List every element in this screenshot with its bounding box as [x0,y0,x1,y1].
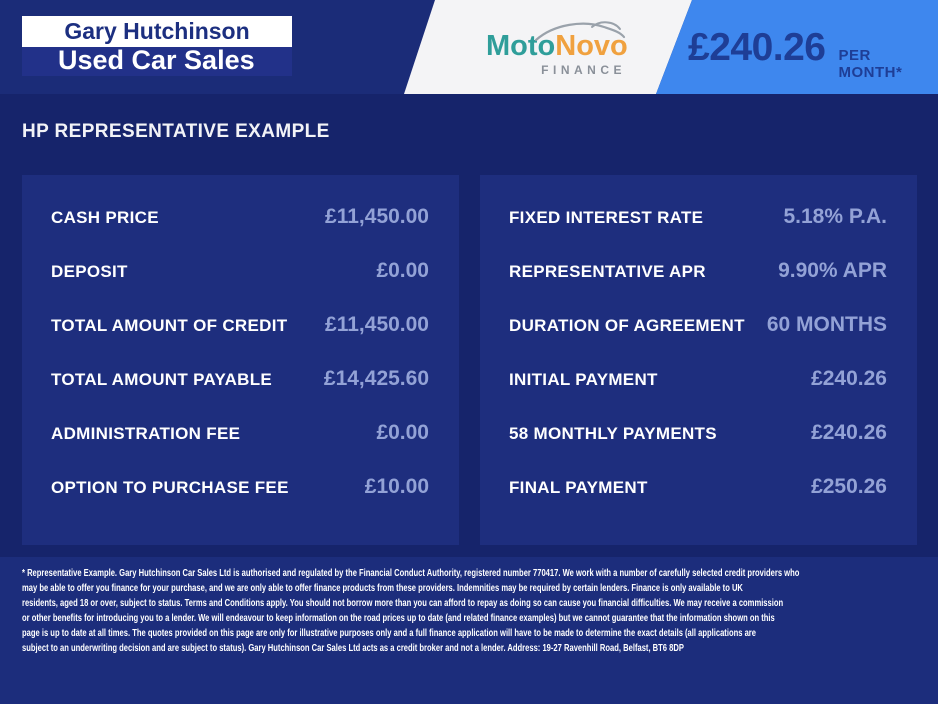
finance-row-label: TOTAL AMOUNT PAYABLE [51,370,273,389]
finance-row: DEPOSIT £0.00 [51,259,429,283]
finance-panel-right: FIXED INTEREST RATE 5.18% P.A. REPRESENT… [480,175,917,545]
finance-row-label: DEPOSIT [51,262,128,281]
finance-row-value: £250.26 [811,475,887,498]
finance-row-value: £11,450.00 [325,313,429,336]
motonovo-finance-label: FINANCE [541,63,626,77]
finance-row: INITIAL PAYMENT £240.26 [509,367,887,391]
finance-row-value: £0.00 [376,259,429,282]
motonovo-wordmark: MotoNovo [486,30,636,62]
page-title: HP REPRESENTATIVE EXAMPLE [22,121,330,142]
finance-row: FIXED INTEREST RATE 5.18% P.A. [509,205,887,229]
car-swoosh-icon [534,18,628,49]
monthly-price-amount: £240.26 [688,26,826,69]
header-banner: Gary Hutchinson Used Car Sales MotoNovo … [0,0,938,94]
finance-row-label: FINAL PAYMENT [509,478,648,497]
finance-row: ADMINISTRATION FEE £0.00 [51,421,429,445]
finance-row-label: CASH PRICE [51,208,159,227]
legal-fine-print: * Representative Example. Gary Hutchinso… [22,566,938,656]
finance-row-label: ADMINISTRATION FEE [51,424,241,443]
finance-row-value: £11,450.00 [325,205,429,228]
motonovo-finance-logo: MotoNovo FINANCE [486,20,636,77]
finance-row: DURATION OF AGREEMENT 60 MONTHS [509,313,887,337]
monthly-price-banner: £240.26 PER MONTH* [688,26,938,81]
finance-row-value: 9.90% APR [778,259,887,282]
finance-row: REPRESENTATIVE APR 9.90% APR [509,259,887,283]
finance-row: CASH PRICE £11,450.00 [51,205,429,229]
finance-row-label: DURATION OF AGREEMENT [509,316,745,335]
fine-print-line: page is up to date at all times. The quo… [22,628,756,639]
finance-panel-left: CASH PRICE £11,450.00 DEPOSIT £0.00 TOTA… [22,175,459,545]
monthly-price-suffix: PER MONTH* [838,47,903,81]
fine-print-line: subject to an underwriting decision and … [22,643,684,654]
fine-print-line: residents, aged 18 or over, subject to s… [22,598,784,609]
dealer-logo-line1: Gary Hutchinson [22,16,292,47]
dealer-logo-line2: Used Car Sales [22,47,292,76]
footer: * Representative Example. Gary Hutchinso… [0,557,938,704]
fine-print-line: * Representative Example. Gary Hutchinso… [22,568,800,579]
header-white-diagonal [404,0,692,94]
finance-row: TOTAL AMOUNT OF CREDIT £11,450.00 [51,313,429,337]
motonovo-novo: Novo [555,30,628,62]
finance-row: TOTAL AMOUNT PAYABLE £14,425.60 [51,367,429,391]
finance-row-label: OPTION TO PURCHASE FEE [51,478,289,497]
header-blue-diagonal [656,0,938,94]
finance-row-label: REPRESENTATIVE APR [509,262,706,281]
fine-print-line: or other benefits for introducing you to… [22,613,775,624]
finance-row-value: £10.00 [364,475,429,498]
finance-row-value: £14,425.60 [323,367,429,390]
fine-print-line: may be able to offer you finance for you… [22,583,743,594]
finance-row-value: £240.26 [811,421,887,444]
finance-row-value: £0.00 [376,421,429,444]
finance-row: 58 MONTHLY PAYMENTS £240.26 [509,421,887,445]
finance-row-label: FIXED INTEREST RATE [509,208,704,227]
finance-row-value: 60 MONTHS [766,313,887,336]
finance-row-value: £240.26 [811,367,887,390]
dealer-logo: Gary Hutchinson Used Car Sales [22,16,292,76]
finance-row-label: TOTAL AMOUNT OF CREDIT [51,316,288,335]
finance-row: FINAL PAYMENT £250.26 [509,475,887,499]
finance-row-label: 58 MONTHLY PAYMENTS [509,424,717,443]
finance-row-label: INITIAL PAYMENT [509,370,658,389]
finance-row: OPTION TO PURCHASE FEE £10.00 [51,475,429,499]
finance-row-value: 5.18% P.A. [783,205,887,228]
